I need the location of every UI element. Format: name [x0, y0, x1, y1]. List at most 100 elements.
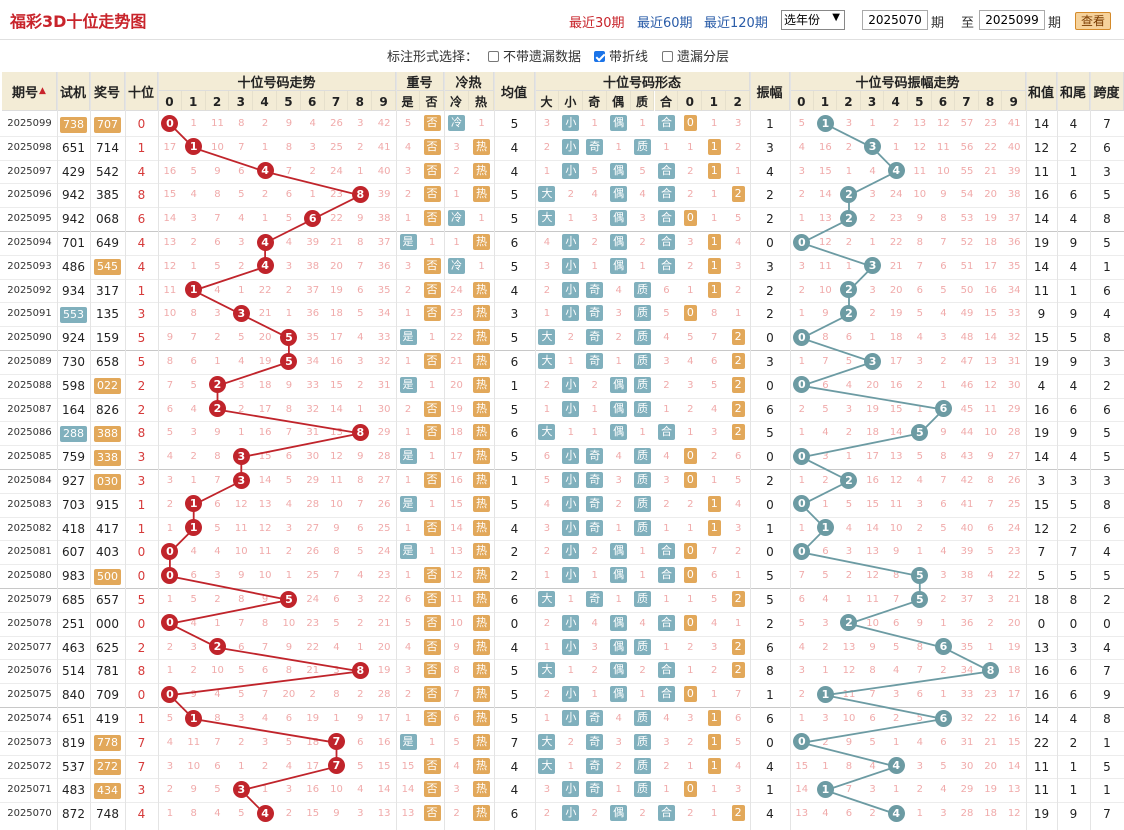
avg-cell-text: 5 — [510, 712, 519, 726]
form-cell-text: 小 — [562, 138, 580, 155]
trend-cell: 29 — [372, 421, 396, 445]
amp-trend-cell: 5 — [814, 564, 838, 588]
sort-icon[interactable]: ▲ — [39, 86, 46, 96]
form-cell-text: 1 — [615, 594, 622, 605]
form-cell-text: 小 — [562, 495, 580, 512]
amp-trend-cell: 4 — [884, 802, 908, 826]
form-cell: 2 — [726, 326, 750, 350]
trial-cell-text: 703 — [62, 497, 85, 512]
option-polyline[interactable]: 带折线 — [594, 46, 648, 65]
amp-trend-cell-text: 3 — [893, 689, 900, 701]
amp-trend-cell: 4 — [814, 421, 838, 445]
header-period[interactable]: 期号 ▲ — [2, 72, 57, 111]
amp-trend-cell-text: 16 — [866, 475, 879, 486]
form-cell-text: 1 — [711, 689, 718, 701]
amp-cell-text: 6 — [766, 712, 774, 726]
form-cell-text: 4 — [543, 498, 551, 510]
year-select[interactable]: 选年份 ▼ — [781, 10, 845, 30]
trend-cell-text: 6 — [166, 403, 174, 415]
amp-trend-cell: 23 — [884, 207, 908, 231]
header-trial-label: 试机 — [59, 85, 86, 101]
column-divider — [444, 72, 445, 830]
form-cell-text: 1 — [663, 403, 670, 415]
amp-trend-cell-text: 22 — [984, 141, 997, 153]
amp-cell-text: 0 — [766, 545, 774, 560]
trend-cell: 3 — [348, 112, 372, 136]
trend-cell-text: 3 — [190, 213, 197, 225]
sumtail-cell: 9 — [1057, 302, 1090, 326]
trend-cell-text: 7 — [357, 260, 364, 272]
form-cell-text: 质 — [634, 305, 652, 322]
query-button[interactable]: 查看 — [1075, 12, 1111, 30]
repeat-cell-text: 1 — [428, 451, 436, 463]
prize-cell: 658 — [90, 350, 125, 374]
amp-trend-cell-text: 21 — [1007, 594, 1021, 605]
trend-cell-text: 25 — [306, 570, 320, 582]
amp-trend-cell: 33 — [955, 683, 979, 707]
range-from-input[interactable]: 2025070 — [862, 10, 928, 30]
amp-trend-cell-text: 6 — [869, 713, 876, 724]
nav-recent-30[interactable]: 最近30期 — [569, 16, 625, 31]
amp-trend-cell: 15 — [979, 302, 1003, 326]
trend-cell-text: 10 — [282, 617, 296, 629]
trend-cell-text: 8 — [214, 189, 221, 201]
amp-trend-cell-text: 5 — [940, 522, 947, 534]
trend-cell-text: 9 — [285, 641, 293, 653]
amp-trend-cell: 19 — [1002, 636, 1026, 660]
repeat-cell-text: 是 — [399, 543, 417, 560]
checkbox-icon[interactable] — [662, 51, 673, 62]
form-cell: 小 — [559, 112, 583, 136]
amp-ball: 0 — [793, 447, 811, 465]
trial-cell-text: 685 — [62, 593, 85, 607]
form-cell: 合 — [655, 231, 679, 255]
trend-cell-text: 26 — [306, 546, 320, 558]
amp-trend-cell-text: 16 — [819, 141, 832, 153]
trend-digit-header-7: 7 — [324, 91, 349, 111]
amp-trend-cell: 1 — [814, 659, 838, 683]
form-cell: 1 — [559, 659, 583, 683]
period-cell: 2025080 — [2, 564, 57, 588]
form-cell: 1 — [631, 683, 655, 707]
form-cell-text: 合 — [657, 186, 675, 203]
repeat-cell-text: 1 — [428, 237, 436, 248]
checkbox-checked-icon[interactable] — [594, 51, 605, 62]
repeat-cell-text: 2 — [404, 689, 412, 701]
amp-trend-cell: 4 — [908, 731, 932, 755]
range-to-input[interactable]: 2025099 — [979, 10, 1045, 30]
row-divider — [0, 516, 1124, 518]
trend-cell-text: 5 — [285, 213, 293, 225]
trend-cell-text: 1 — [166, 808, 174, 820]
trend-cell: 4 — [253, 160, 277, 184]
amp-ball: 6 — [934, 638, 952, 656]
trend-ball: 8 — [351, 185, 369, 203]
form-cell-text: 5 — [663, 308, 670, 320]
span-cell-text: 8 — [1103, 212, 1111, 227]
option-missing-layer[interactable]: 遗漏分层 — [662, 46, 729, 65]
trend-cell-text: 40 — [377, 165, 391, 177]
trend-cell-text: 9 — [357, 213, 364, 225]
avg-cell: 5 — [494, 493, 535, 517]
period-cell: 2025088 — [2, 374, 57, 398]
amp-trend-cell: 15 — [1002, 731, 1026, 755]
repeat-subheader-1: 否 — [420, 91, 444, 111]
repeat-cell: 否 — [420, 350, 444, 374]
form-cell: 2 — [607, 326, 631, 350]
form-cell-text: 3 — [734, 118, 742, 129]
amp-trend-cell: 34 — [955, 659, 979, 683]
form-cell: 1 — [607, 588, 631, 612]
nav-recent-60[interactable]: 最近60期 — [637, 16, 693, 31]
trend-cell: 17 — [253, 398, 277, 422]
form-cell-text: 3 — [615, 475, 622, 486]
trend-cell: 9 — [182, 683, 206, 707]
amp-trend-cell-text: 2 — [869, 308, 876, 320]
sumtail-cell: 6 — [1057, 683, 1090, 707]
option-no-missing[interactable]: 不带遗漏数据 — [488, 46, 581, 65]
trend-cell-text: 34 — [306, 356, 320, 367]
amp-trend-cell: 1 — [932, 612, 956, 636]
form-cell-text: 1 — [591, 689, 598, 701]
amp-trend-cell: 12 — [1002, 802, 1026, 826]
checkbox-icon[interactable] — [488, 51, 499, 62]
amp-trend-cell: 5 — [861, 731, 885, 755]
form-cell: 质 — [631, 302, 655, 326]
nav-recent-120[interactable]: 最近120期 — [704, 16, 768, 31]
